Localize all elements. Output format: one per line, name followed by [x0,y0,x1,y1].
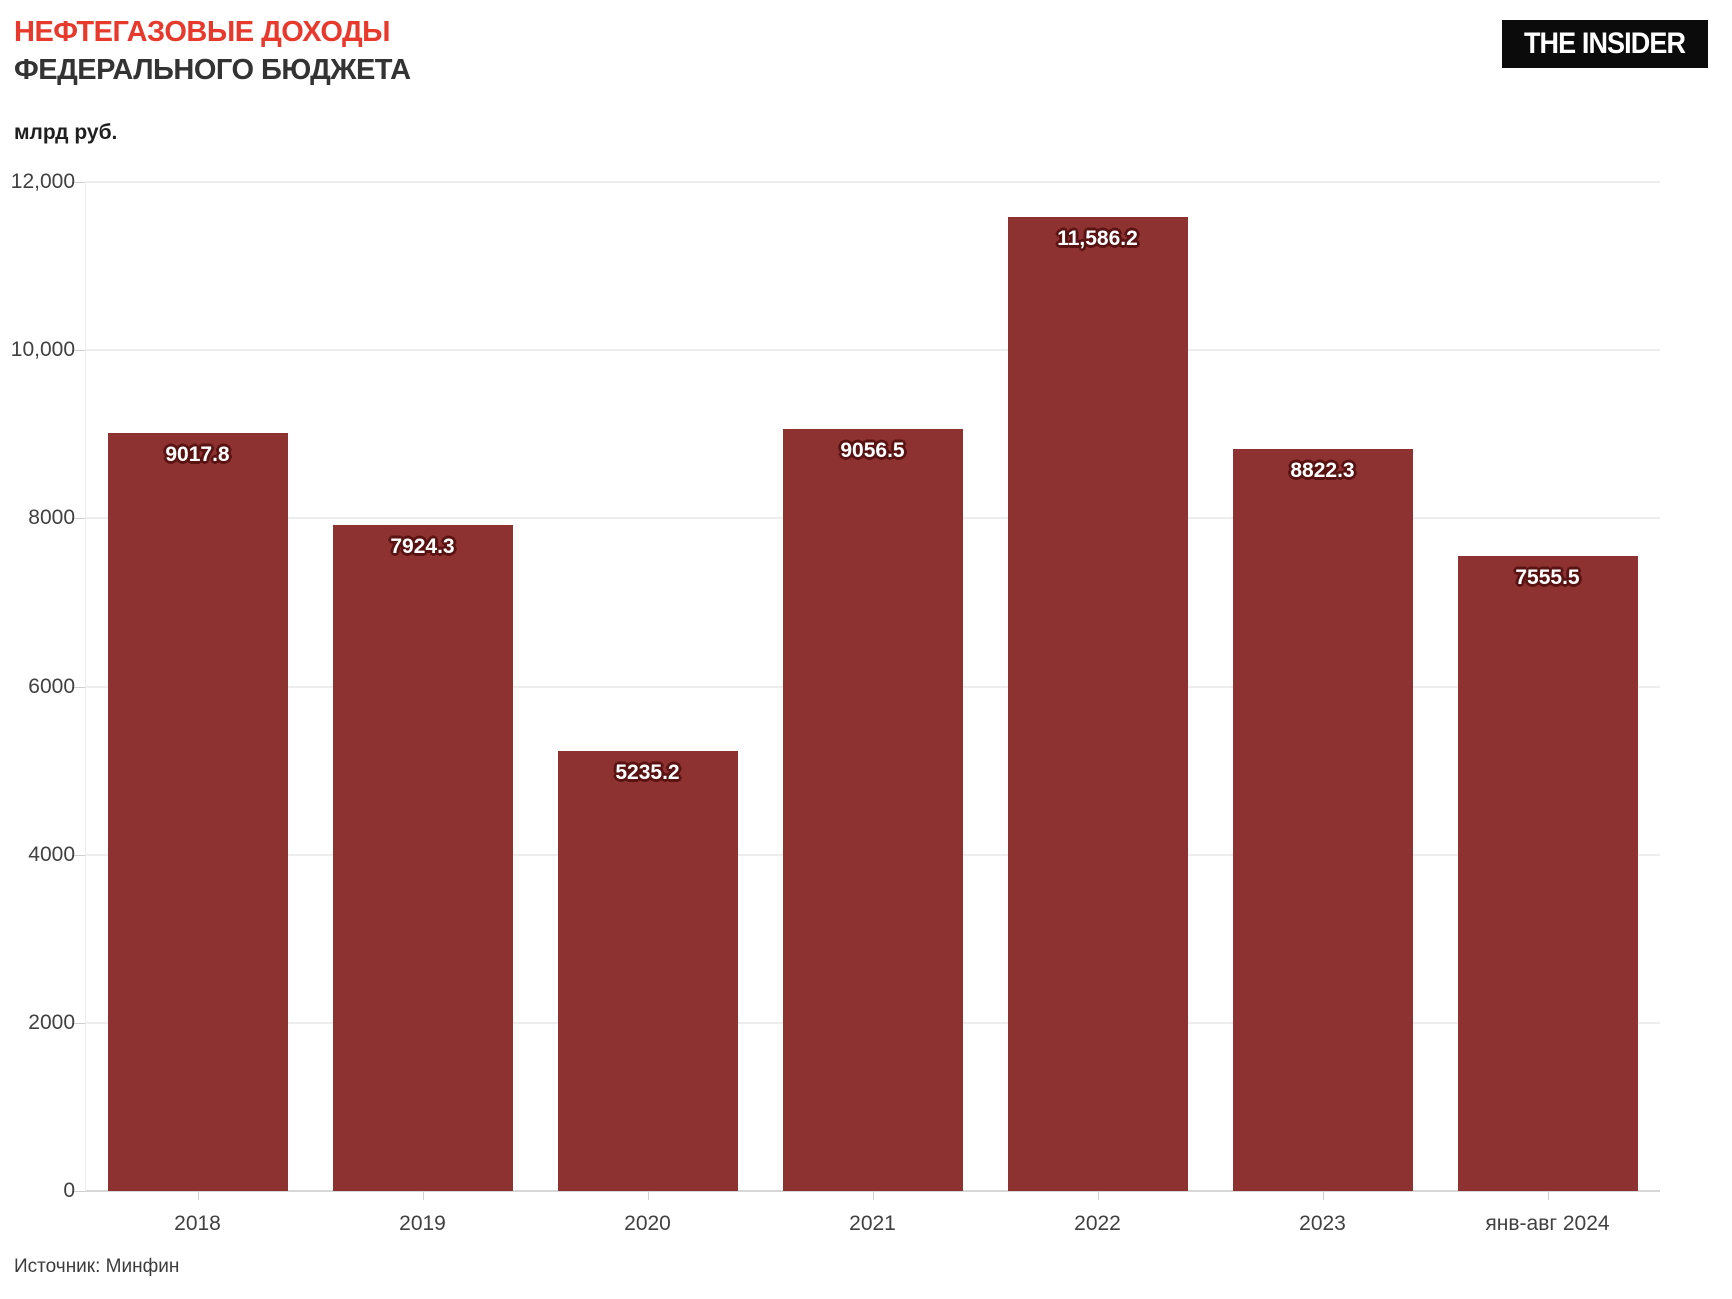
x-tick-mark [422,1191,424,1200]
y-tick-label: 10,000 [10,338,75,362]
bar [782,429,963,1191]
y-tick-mark [72,518,85,520]
the-insider-logo: THE INSIDER [1502,20,1708,68]
y-tick-mark [72,1022,85,1024]
y-tick-mark [72,1191,85,1192]
bar [1232,449,1413,1191]
gridline [85,349,1660,352]
x-category-label: 2021 [849,1212,896,1235]
y-tick-mark [72,350,85,352]
x-tick-mark [1097,1191,1099,1200]
y-tick-label: 0 [63,1179,75,1202]
chart-title-line2: ФЕДЕРАЛЬНОГО БЮДЖЕТА [14,54,411,86]
bar [557,750,738,1191]
bar-value-label: 9017.8 [165,442,230,466]
bar-value-label: 8822.3 [1290,459,1355,483]
y-tick-label: 8000 [28,506,75,530]
y-axis-unit-label: млрд руб. [14,121,118,144]
x-tick-mark [1547,1191,1549,1200]
x-tick-mark [872,1191,874,1200]
bar-value-label: 7924.3 [390,534,455,558]
y-tick-label: 4000 [28,842,75,866]
bar [332,524,513,1191]
x-category-label: янв-авг 2024 [1485,1212,1610,1235]
x-tick-mark [1322,1191,1324,1200]
the-insider-logo-text: THE INSIDER [1524,27,1686,60]
x-tick-mark [197,1191,199,1200]
y-tick-label: 2000 [28,1010,75,1034]
bar-value-label: 11,586.2 [1057,226,1138,250]
bar-value-label: 9056.5 [840,439,905,463]
source-note: Источник: Минфин [14,1256,180,1277]
y-tick-mark [72,686,85,688]
y-tick-label: 12,000 [10,170,75,193]
bar [1007,216,1188,1191]
bar [107,432,288,1191]
x-category-label: 2022 [1074,1212,1121,1235]
y-tick-label: 6000 [28,674,75,698]
gridline [85,181,1660,183]
x-category-label: 2018 [174,1212,221,1235]
bar-value-label: 5235.2 [615,760,680,784]
x-tick-mark [647,1191,649,1200]
y-tick-mark [72,182,85,183]
chart-title-line1: НЕФТЕГАЗОВЫЕ ДОХОДЫ [14,16,391,48]
x-category-label: 2020 [624,1212,671,1235]
x-category-label: 2023 [1299,1212,1346,1235]
y-tick-mark [72,854,85,856]
bar [1457,555,1638,1191]
y-axis-line [85,182,86,1191]
x-category-label: 2019 [399,1212,446,1235]
bar-value-label: 7555.5 [1515,565,1580,589]
